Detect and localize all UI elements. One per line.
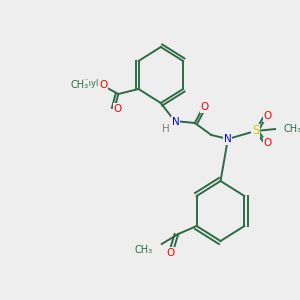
Text: N: N xyxy=(172,117,179,127)
Text: O: O xyxy=(263,138,272,148)
Text: CH₃: CH₃ xyxy=(134,245,153,255)
Text: O: O xyxy=(263,111,272,121)
Text: O: O xyxy=(166,248,174,258)
Text: O: O xyxy=(100,80,108,90)
Text: O: O xyxy=(201,102,209,112)
Text: CH₃: CH₃ xyxy=(71,80,89,90)
Text: N: N xyxy=(224,134,232,144)
Text: CH₃: CH₃ xyxy=(283,124,300,134)
Text: H: H xyxy=(161,124,169,134)
Text: O: O xyxy=(113,104,122,114)
Text: methyl: methyl xyxy=(70,80,99,88)
Text: S: S xyxy=(252,124,259,137)
